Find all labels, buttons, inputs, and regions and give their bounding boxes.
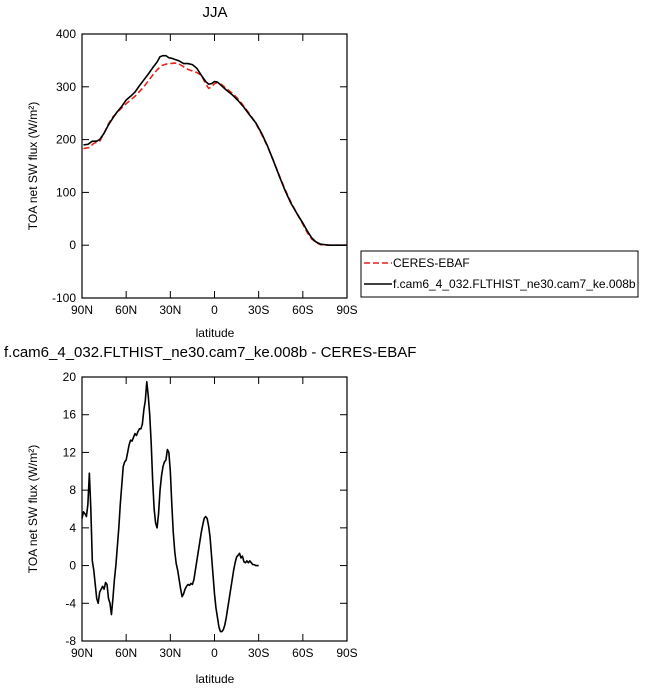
y-tick-label-0-3: 200 (56, 133, 76, 147)
y-tick-label-1-4: 8 (69, 483, 76, 497)
bottom-x-axis-label: latitude (196, 672, 235, 686)
top-x-axis-label: latitude (196, 326, 235, 340)
top-ticks-layer: 90N 60N 30N 0 30S 60S 90S -100 0 100 200 300 400 (52, 27, 358, 317)
y-tick-label-1-2: 0 (69, 559, 76, 573)
x-tick-label-1-6: 90S (336, 646, 357, 660)
x-tick-label-0-4: 30S (248, 303, 269, 317)
y-tick-label-1-1: -4 (65, 596, 76, 610)
x-tick-label-1-5: 60S (292, 646, 313, 660)
y-tick-label-0-1: 0 (69, 238, 76, 252)
legend-box (360, 250, 639, 298)
x-tick-label-0-5: 60S (292, 303, 313, 317)
y-tick-label-1-6: 16 (63, 408, 77, 422)
bottom-ticks-layer: 90N 60N 30N 0 30S 60S 90S -8 -4 0 4 8 12 16 20 (63, 370, 358, 660)
y-tick-label-1-0: -8 (65, 634, 76, 648)
x-tick-label-0-3: 0 (211, 303, 218, 317)
y-tick-label-0-5: 400 (56, 27, 76, 41)
legend: CERES-EBAF f.cam6_4_032.FLTHIST_ne30.cam… (360, 250, 639, 298)
bottom-series-layer (81, 380, 259, 633)
series-line-0-0 (83, 62, 347, 246)
x-tick-label-0-1: 60N (115, 303, 137, 317)
series-line-1-0 (81, 380, 259, 633)
x-tick-label-1-3: 0 (211, 646, 218, 660)
series-line-0-1 (83, 54, 347, 246)
y-tick-label-1-3: 4 (69, 521, 76, 535)
legend-label-model: f.cam6_4_032.FLTHIST_ne30.cam7_ke.008b (393, 277, 636, 291)
y-tick-label-0-0: -100 (52, 291, 76, 305)
top-chart-title: JJA (202, 4, 227, 21)
x-tick-label-1-0: 90N (71, 646, 93, 660)
top-plot-frame (81, 33, 348, 299)
x-tick-label-0-2: 30N (159, 303, 181, 317)
y-tick-label-1-7: 20 (63, 370, 77, 384)
x-tick-label-1-1: 60N (115, 646, 137, 660)
x-tick-label-0-6: 90S (336, 303, 357, 317)
x-tick-label-0-0: 90N (71, 303, 93, 317)
bottom-chart-title: f.cam6_4_032.FLTHIST_ne30.cam7_ke.008b -… (4, 344, 416, 361)
y-tick-label-0-2: 100 (56, 185, 76, 199)
bottom-y-axis-label: TOA net SW flux (W/m²) (26, 445, 40, 573)
bottom-panel: f.cam6_4_032.FLTHIST_ne30.cam7_ke.008b -… (4, 344, 416, 686)
y-tick-label-0-4: 300 (56, 80, 76, 94)
x-tick-label-1-4: 30S (248, 646, 269, 660)
top-panel: JJA 90N 60N 30N 0 30S 60S 90S -100 0 100 200 300 400… (26, 4, 358, 340)
top-y-axis-label: TOA net SW flux (W/m²) (26, 102, 40, 230)
x-tick-label-1-2: 30N (159, 646, 181, 660)
top-series-layer (83, 54, 347, 246)
legend-label-ceres-ebaf: CERES-EBAF (393, 256, 470, 270)
y-tick-label-1-5: 12 (63, 445, 77, 459)
